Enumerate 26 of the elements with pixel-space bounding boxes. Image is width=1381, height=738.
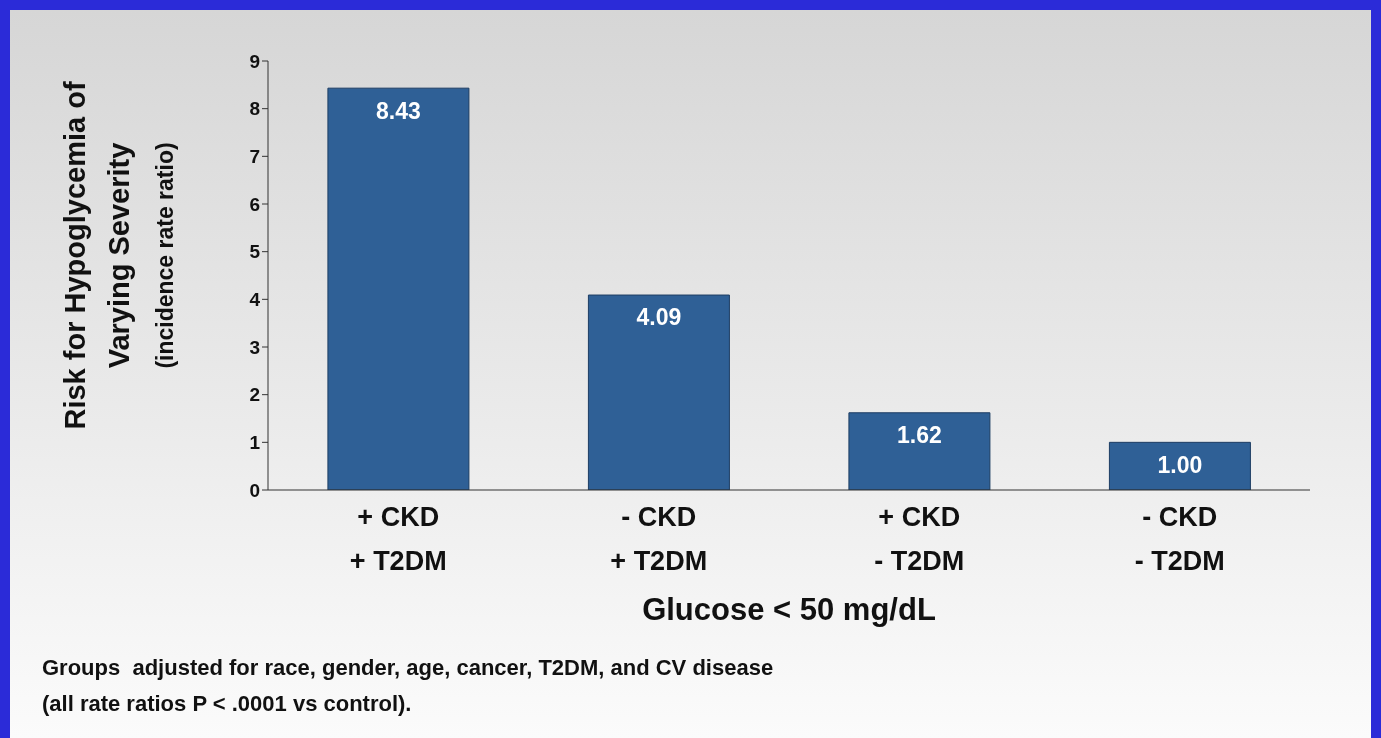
y-tick-label: 9 xyxy=(249,50,260,72)
data-label: 8.43 xyxy=(376,97,421,124)
y-tick-label: 6 xyxy=(249,193,260,215)
x-tick-label: + CKD - T2DM xyxy=(874,502,965,576)
text: (all rate ratios P < .0001 vs control). xyxy=(42,690,413,718)
data-label: 1.62 xyxy=(897,422,942,449)
bar xyxy=(1108,441,1251,490)
y-tick-label: 7 xyxy=(249,146,260,168)
y-tick-label: 1 xyxy=(249,432,261,454)
data-label: 4.09 xyxy=(636,304,682,331)
y-tick-label: 3 xyxy=(249,336,260,358)
y-tick-label: 8 xyxy=(249,98,260,120)
x-tick-label: + CKD + T2DM xyxy=(349,502,447,576)
bar xyxy=(327,87,470,490)
text: Groups adjusted for race, gender, age, cancer, T2DM, and CV disease xyxy=(42,654,774,682)
y-axis-title: Risk for Hypoglycemia of Varying Severity (incidence rate ratio) xyxy=(59,81,178,430)
x-tick-label: - CKD - T2DM xyxy=(1134,502,1225,576)
bar xyxy=(848,412,991,490)
bar xyxy=(587,294,730,490)
x-tick-label: - CKD + T2DM xyxy=(610,502,708,576)
y-tick-label: 5 xyxy=(249,241,261,263)
y-tick-label: 4 xyxy=(249,289,261,311)
y-tick-label: 0 xyxy=(249,479,260,501)
x-axis-title: Glucose < 50 mg/dL xyxy=(642,592,936,627)
y-tick-label: 2 xyxy=(249,384,260,406)
data-label: 1.00 xyxy=(1157,451,1203,478)
